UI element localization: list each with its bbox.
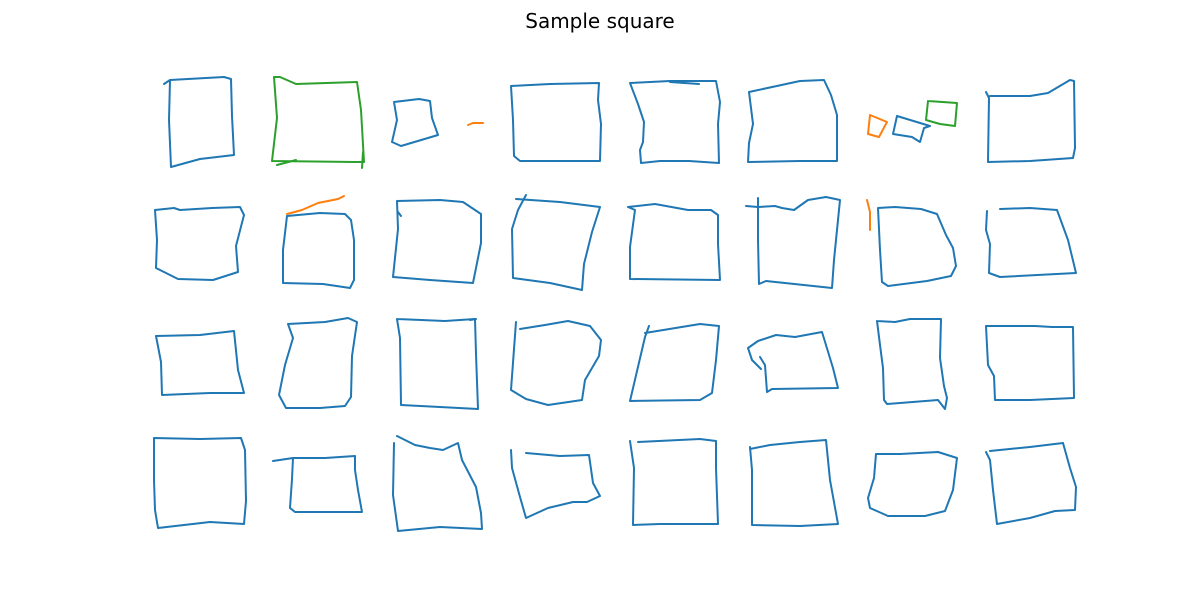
stroke-orange — [866, 199, 871, 231]
sketch-cell — [745, 196, 841, 289]
sketch-cell — [876, 318, 948, 410]
stroke-blue — [745, 196, 841, 289]
sketch-cell — [629, 80, 721, 164]
stroke-orange — [286, 195, 345, 215]
stroke-blue — [985, 325, 1075, 401]
sketch-cell — [396, 318, 479, 410]
sketch-cell — [391, 98, 484, 147]
sketch-cell — [627, 203, 721, 281]
sketch-cell — [747, 331, 839, 393]
sketch-cell — [985, 442, 1077, 525]
stroke-blue — [867, 451, 958, 517]
sketch-cell — [155, 330, 245, 396]
stroke-blue — [627, 203, 721, 281]
stroke-blue — [511, 194, 601, 291]
stroke-orange — [467, 122, 484, 126]
stroke-blue — [272, 455, 363, 513]
stroke-blue — [396, 318, 479, 410]
stroke-blue — [510, 82, 602, 162]
sketch-cell — [272, 455, 363, 513]
stroke-blue — [747, 331, 839, 393]
stroke-blue — [877, 206, 957, 287]
stroke-green — [271, 76, 365, 163]
stroke-blue — [892, 115, 931, 143]
stroke-blue — [510, 449, 601, 519]
sketch-cell — [163, 76, 235, 168]
stroke-blue — [669, 81, 700, 85]
sketch-cell — [629, 438, 719, 526]
sketch-cell — [985, 207, 1077, 278]
stroke-blue — [282, 212, 355, 289]
sketch-cell — [511, 194, 601, 291]
stroke-blue — [155, 330, 245, 396]
sketch-cell — [629, 323, 720, 402]
sketch-cell — [392, 435, 483, 532]
stroke-blue — [392, 199, 482, 284]
sketch-cell — [510, 449, 601, 519]
stroke-blue — [397, 211, 402, 217]
sketch-cell — [278, 317, 358, 409]
stroke-blue — [985, 79, 1076, 163]
stroke-green — [361, 151, 364, 169]
figure-title: Sample square — [525, 9, 675, 33]
stroke-blue — [154, 206, 245, 281]
stroke-blue — [153, 437, 247, 529]
stroke-blue — [391, 98, 439, 147]
sketch-cell — [510, 320, 602, 406]
stroke-blue — [469, 318, 477, 321]
sketch-cell — [747, 79, 838, 163]
stroke-blue — [510, 320, 602, 406]
sketch-cell — [271, 76, 365, 169]
stroke-blue — [278, 317, 358, 409]
stroke-green — [925, 100, 958, 127]
sketch-cell — [510, 82, 602, 162]
stroke-blue — [629, 438, 719, 526]
stroke-blue — [747, 79, 838, 163]
stroke-blue — [629, 80, 721, 164]
stroke-orange — [867, 114, 888, 138]
stroke-green — [276, 159, 297, 166]
sketch-cell — [866, 199, 957, 287]
stroke-blue — [163, 76, 235, 168]
sketch-cell — [985, 325, 1075, 401]
sketch-cell — [985, 79, 1076, 163]
sketch-cell — [867, 451, 958, 517]
stroke-blue — [985, 207, 1077, 278]
sketch-cell — [749, 439, 839, 527]
sketch-cell — [153, 437, 247, 529]
sketch-cell — [392, 199, 482, 284]
stroke-blue — [392, 435, 483, 532]
sketch-cell — [282, 195, 355, 289]
stroke-blue — [629, 323, 720, 402]
stroke-blue — [749, 439, 839, 527]
sketch-cell — [154, 206, 245, 281]
sketch-cell — [867, 100, 958, 143]
stroke-blue — [985, 442, 1077, 525]
stroke-blue — [876, 318, 948, 410]
